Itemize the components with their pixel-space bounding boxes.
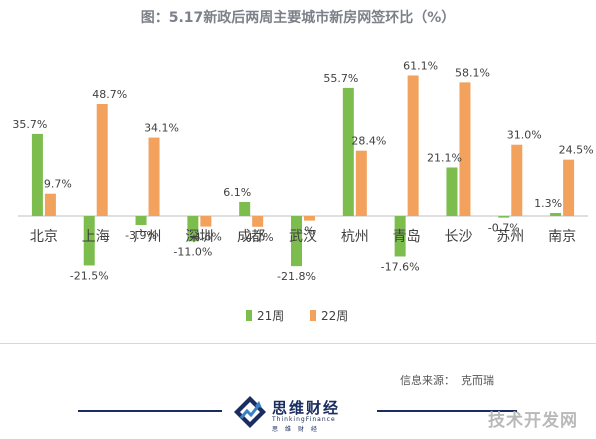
data-label-w21-10: 1.3% — [534, 197, 562, 210]
data-label-w22-3: -4.6% — [190, 231, 222, 244]
bar-w21-10 — [550, 213, 562, 216]
data-label-w21-5: -21.8% — [277, 270, 316, 283]
data-label-w22-1: 48.7% — [92, 88, 127, 101]
legend-label-1: 22周 — [321, 309, 348, 323]
bar-w22-3 — [200, 216, 212, 227]
category-label-7: 青岛 — [393, 229, 421, 245]
data-label-w22-9: 31.0% — [507, 129, 542, 142]
bar-w22-1 — [96, 103, 108, 216]
footer-rule-right — [377, 410, 517, 412]
footer-rule-left — [78, 410, 222, 412]
bar-w22-4 — [252, 216, 264, 227]
bar-w21-0 — [31, 133, 43, 216]
bar-w22-2 — [148, 137, 160, 216]
source-note: 信息来源： 克而瑞 — [0, 372, 494, 388]
bar-w21-8 — [446, 167, 458, 216]
bar-w21-7 — [394, 216, 406, 257]
data-label-w21-2: -3.9% — [125, 229, 157, 242]
category-label-1: 上海 — [82, 229, 110, 245]
data-label-w22-5: % — [304, 225, 314, 238]
category-label-4: 成都 — [237, 229, 265, 245]
data-label-w21-1: -21.5% — [70, 269, 109, 282]
data-label-w22-10: 24.5% — [559, 144, 594, 157]
bar-w22-5 — [304, 216, 315, 221]
bars-layer — [31, 75, 575, 267]
logo-subtitle: ThinkingFinance — [272, 416, 336, 423]
bar-w21-5 — [291, 216, 302, 267]
data-label-w22-2: 34.1% — [144, 122, 179, 135]
category-label-0: 北京 — [30, 229, 58, 245]
bar-w22-0 — [44, 193, 56, 216]
bar-w21-9 — [498, 216, 510, 218]
bar-w21-2 — [135, 216, 147, 225]
bar-w22-7 — [407, 75, 419, 216]
data-label-w21-6: 55.7% — [323, 72, 358, 85]
category-label-2: 广州 — [134, 229, 162, 245]
data-label-w22-0: 9.7% — [44, 178, 72, 191]
bar-w21-4 — [239, 201, 251, 216]
bar-w22-10 — [563, 159, 575, 216]
data-label-w22-6: 28.4% — [351, 135, 386, 148]
data-labels-layer: 35.7% 9.7% -21.5% 48.7% -3.9% 34.1% -11.0%-4.6… — [12, 59, 593, 283]
chart: 图：5.17新政后两周主要城市新房网签环比（%） 35.7% 9.7% -21.5%… — [12, 9, 593, 323]
source-value: 克而瑞 — [461, 374, 494, 387]
legend-label-0: 21周 — [257, 309, 284, 323]
bar-w22-8 — [459, 82, 471, 217]
legend-swatch-0 — [246, 310, 252, 321]
category-label-8: 长沙 — [444, 229, 472, 245]
bar-w21-1 — [83, 216, 95, 266]
category-label-3: 深圳 — [185, 229, 213, 245]
category-labels-layer: 北京 上海 广州 深圳 成都 武汉 杭州 青岛 长沙 苏州 南京 — [30, 229, 576, 245]
data-label-w21-0: 35.7% — [12, 118, 47, 131]
legend-swatch-1 — [310, 310, 316, 321]
data-label-w21-3: -11.0% — [173, 245, 212, 258]
brand-logo: 思维财经 ThinkingFinance 思维财经 — [232, 394, 377, 434]
data-label-w21-9: -0.7% — [488, 222, 520, 235]
logo-subtitle-cn: 思维财经 — [272, 426, 325, 433]
logo-name: 思维财经 — [272, 399, 341, 417]
category-label-6: 杭州 — [341, 229, 369, 245]
bar-w22-9 — [511, 144, 523, 216]
data-label-w21-8: 21.1% — [427, 151, 462, 164]
data-label-w22-7: 61.1% — [403, 59, 438, 72]
bar-w21-6 — [342, 87, 354, 216]
chart-title: 图：5.17新政后两周主要城市新房网签环比（%） — [141, 9, 456, 26]
legend: 21周 22周 — [246, 309, 348, 323]
data-label-w21-7: -17.6% — [381, 260, 420, 273]
data-label-w22-4: -4.7% — [242, 231, 274, 244]
data-label-w22-8: 58.1% — [455, 66, 490, 79]
chart-card: 图：5.17新政后两周主要城市新房网签环比（%） 35.7% 9.7% -21.5%… — [0, 9, 596, 344]
bar-w22-6 — [355, 150, 367, 216]
data-label-w21-4: 6.1% — [223, 186, 251, 199]
category-label-10: 南京 — [548, 229, 576, 245]
logo-mark-icon — [234, 396, 266, 428]
watermark: 技术开发网 — [488, 411, 578, 431]
source-label: 信息来源： — [400, 374, 455, 387]
category-label-9: 苏州 — [496, 229, 524, 245]
category-label-5: 武汉 — [289, 229, 317, 245]
bar-w21-3 — [187, 216, 199, 242]
